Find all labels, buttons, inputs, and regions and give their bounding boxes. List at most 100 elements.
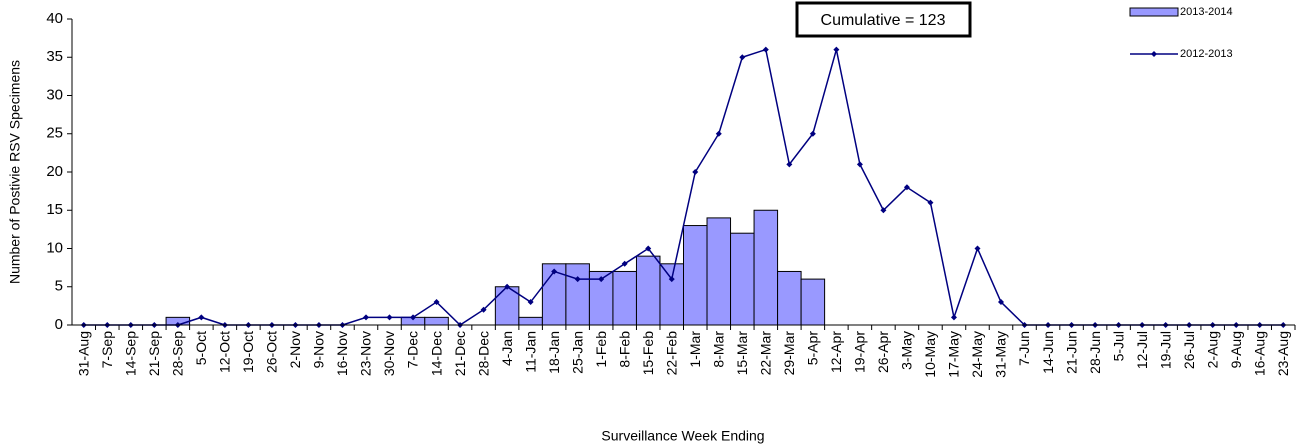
legend-label: 2013-2014 xyxy=(1180,6,1233,18)
x-tick-label: 21-Dec xyxy=(452,331,468,376)
y-tick-label: 40 xyxy=(46,10,63,27)
x-tick-label: 14-Jun xyxy=(1040,331,1056,374)
x-tick-label: 22-Feb xyxy=(663,331,679,376)
x-tick-label: 5-Apr xyxy=(805,331,821,366)
marker xyxy=(950,314,957,321)
bar xyxy=(565,263,590,326)
x-tick-label: 5-Jul xyxy=(1110,331,1126,361)
x-tick-label: 7-Dec xyxy=(405,331,421,368)
y-tick-label: 10 xyxy=(46,239,63,256)
x-tick-label: 11-Jan xyxy=(522,331,538,373)
bar xyxy=(706,217,732,326)
marker xyxy=(668,276,675,283)
x-tick-label: 2-Nov xyxy=(287,331,303,368)
x-tick-label: 18-Jan xyxy=(546,331,562,374)
marker xyxy=(433,299,440,306)
marker xyxy=(386,314,393,321)
marker xyxy=(880,207,887,214)
x-tick-label: 28-Jun xyxy=(1087,331,1103,374)
bar xyxy=(753,209,779,326)
marker xyxy=(504,283,511,290)
bar xyxy=(518,316,543,326)
x-tick-label: 15-Mar xyxy=(734,331,750,376)
marker xyxy=(362,314,369,321)
y-tick-label: 35 xyxy=(46,48,63,65)
x-tick-label: 14-Sep xyxy=(123,331,139,376)
legend-label: 2012-2013 xyxy=(1180,48,1233,60)
x-tick-label: 1-Mar xyxy=(687,331,703,368)
bar xyxy=(730,232,755,326)
marker xyxy=(974,245,981,252)
x-tick-label: 28-Dec xyxy=(475,331,491,376)
y-tick-label: 15 xyxy=(46,201,63,218)
y-tick-label: 20 xyxy=(46,163,63,180)
x-tick-label: 4-Jan xyxy=(499,331,515,366)
x-tick-label: 16-Nov xyxy=(334,331,350,376)
marker xyxy=(692,169,699,175)
bar xyxy=(635,255,661,326)
x-tick-label: 15-Feb xyxy=(640,331,656,376)
x-tick-label: 7-Jun xyxy=(1016,331,1032,366)
legend-marker xyxy=(1151,51,1157,57)
bar xyxy=(683,225,708,326)
x-tick-label: 19-Jul xyxy=(1157,331,1173,369)
x-tick-label: 12-Jul xyxy=(1134,331,1150,369)
marker xyxy=(809,130,816,137)
x-axis-label: Surveillance Week Ending xyxy=(601,428,764,444)
x-tick-label: 12-Oct xyxy=(217,331,233,373)
bar xyxy=(659,263,685,326)
x-tick-label: 7-Sep xyxy=(99,331,115,369)
marker xyxy=(198,314,205,321)
x-tick-label: 5-Oct xyxy=(193,331,209,365)
x-tick-label: 26-Jul xyxy=(1181,331,1197,369)
marker xyxy=(927,199,934,206)
marker xyxy=(786,161,793,168)
x-tick-label: 14-Dec xyxy=(428,331,444,376)
x-tick-label: 2-Aug xyxy=(1204,331,1220,368)
x-tick-label: 10-May xyxy=(922,331,938,378)
marker xyxy=(574,276,581,283)
y-tick-label: 5 xyxy=(55,278,63,295)
x-tick-label: 9-Aug xyxy=(1228,331,1244,368)
y-axis-label: Number of Postivie RSV Specimens xyxy=(7,60,23,284)
marker xyxy=(480,306,487,313)
x-tick-label: 24-May xyxy=(969,331,985,378)
x-tick-label: 8-Feb xyxy=(616,331,632,368)
marker xyxy=(856,161,863,168)
x-tick-label: 30-Nov xyxy=(381,331,397,376)
x-tick-label: 21-Jun xyxy=(1063,331,1079,374)
marker xyxy=(739,54,746,61)
annotation-box xyxy=(795,1,972,38)
x-tick-label: 17-May xyxy=(946,331,962,378)
bar xyxy=(800,278,826,326)
marker xyxy=(833,46,840,53)
bar xyxy=(424,316,449,326)
x-tick-label: 26-Apr xyxy=(875,331,891,373)
x-tick-label: 23-Nov xyxy=(358,331,374,376)
x-tick-label: 23-Aug xyxy=(1275,331,1291,376)
x-tick-label: 19-Apr xyxy=(852,331,868,373)
x-tick-label: 28-Sep xyxy=(170,331,186,376)
y-tick-label: 0 xyxy=(55,316,63,333)
marker xyxy=(527,299,534,306)
marker xyxy=(598,276,605,283)
x-tick-label: 22-Mar xyxy=(758,331,774,376)
marker xyxy=(762,46,769,53)
bar xyxy=(777,270,802,326)
legend-swatch xyxy=(1129,7,1179,17)
x-tick-label: 26-Oct xyxy=(264,331,280,373)
x-tick-label: 8-Mar xyxy=(710,331,726,368)
x-tick-label: 29-Mar xyxy=(781,331,797,376)
x-tick-label: 21-Sep xyxy=(146,331,162,376)
marker xyxy=(551,268,558,275)
x-tick-label: 12-Apr xyxy=(828,331,844,373)
marker xyxy=(903,184,910,191)
x-tick-label: 9-Nov xyxy=(311,331,327,368)
annotation: Cumulative = 123 xyxy=(821,12,946,29)
x-tick-label: 19-Oct xyxy=(240,331,256,373)
marker xyxy=(410,314,417,321)
marker xyxy=(621,260,628,267)
marker xyxy=(645,245,652,252)
x-tick-label: 31-Aug xyxy=(75,331,91,376)
